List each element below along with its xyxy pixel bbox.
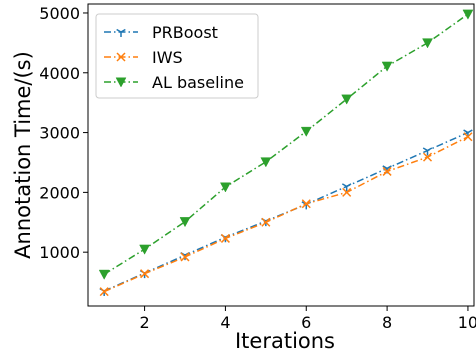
x-axis-ticks: 2 4 6 8 10 xyxy=(139,306,476,332)
data-point xyxy=(381,61,393,72)
data-point xyxy=(342,187,352,197)
data-point xyxy=(261,217,271,227)
data-point xyxy=(179,217,191,228)
data-point xyxy=(382,166,392,176)
data-point xyxy=(462,9,474,20)
data-point xyxy=(139,244,151,255)
data-point xyxy=(301,199,311,209)
legend-marker xyxy=(116,52,126,62)
x-tick-label: 2 xyxy=(139,313,149,332)
y-tick-label: 2000 xyxy=(39,183,80,202)
data-point xyxy=(422,38,433,49)
x-tick-label: 6 xyxy=(301,313,311,332)
data-point xyxy=(463,132,473,142)
y-tick-label: 4000 xyxy=(39,64,80,83)
y-tick-label: 5000 xyxy=(39,4,80,23)
data-point xyxy=(140,269,150,279)
legend-marker xyxy=(115,77,127,88)
series-line xyxy=(103,136,469,293)
legend-marker xyxy=(116,28,126,37)
y-tick-label: 3000 xyxy=(39,124,80,143)
x-axis-label: Iterations xyxy=(235,329,335,351)
legend-label: AL baseline xyxy=(152,73,244,92)
y-axis-label: Annotation Time/(s) xyxy=(11,51,35,259)
series-layer xyxy=(98,9,474,297)
y-tick-label: 1000 xyxy=(39,243,80,262)
data-point xyxy=(98,269,110,280)
data-point xyxy=(99,287,109,297)
data-point xyxy=(341,183,352,192)
data-point xyxy=(422,152,433,162)
x-tick-label: 8 xyxy=(382,313,392,332)
y-axis-ticks: 1000 2000 3000 4000 5000 xyxy=(39,4,88,262)
legend-label: IWS xyxy=(152,48,183,67)
data-point xyxy=(260,157,272,168)
data-point xyxy=(180,252,190,262)
series-line xyxy=(103,13,469,275)
x-tick-label: 10 xyxy=(458,313,476,332)
data-point xyxy=(220,182,231,193)
data-point xyxy=(300,126,312,137)
series-line xyxy=(103,131,469,292)
legend-items: PRBoost IWS AL baseline xyxy=(104,23,244,92)
data-point xyxy=(422,147,433,156)
legend: PRBoost IWS AL baseline xyxy=(95,13,259,99)
legend-label: PRBoost xyxy=(152,23,218,42)
legend-box xyxy=(95,13,259,99)
x-tick-label: 4 xyxy=(220,313,230,332)
data-point xyxy=(341,94,353,105)
data-point xyxy=(220,233,230,243)
